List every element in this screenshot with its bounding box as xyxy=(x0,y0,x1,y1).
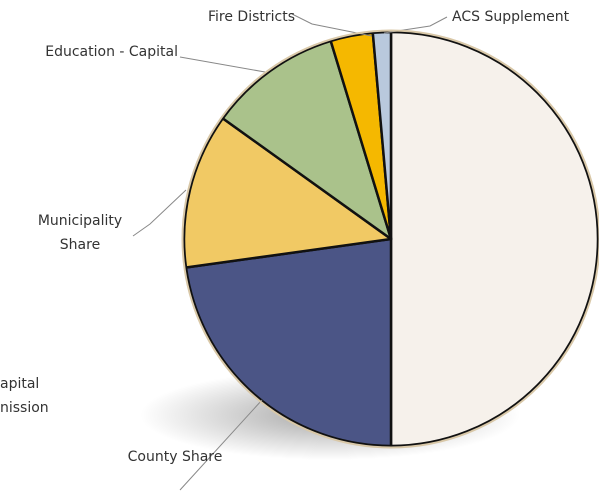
pie-slice xyxy=(221,39,393,241)
slice-label: Fire Districts xyxy=(207,9,295,25)
slice-label: ACS Supplement xyxy=(452,9,570,25)
leader-line xyxy=(179,399,263,491)
leader-line xyxy=(291,13,373,37)
slice-label: Municipality Share xyxy=(37,213,123,253)
pie-rim xyxy=(181,29,599,449)
pie-slice xyxy=(182,117,393,269)
slice-label: County Share xyxy=(127,449,223,465)
annotation: nission xyxy=(0,400,49,416)
leader-line xyxy=(179,56,266,73)
pie-slice xyxy=(184,237,393,448)
annotation: apital xyxy=(0,376,40,392)
leader-line xyxy=(132,189,187,237)
pie-slice xyxy=(389,30,599,448)
slice-label: Education - Capital xyxy=(45,44,178,60)
